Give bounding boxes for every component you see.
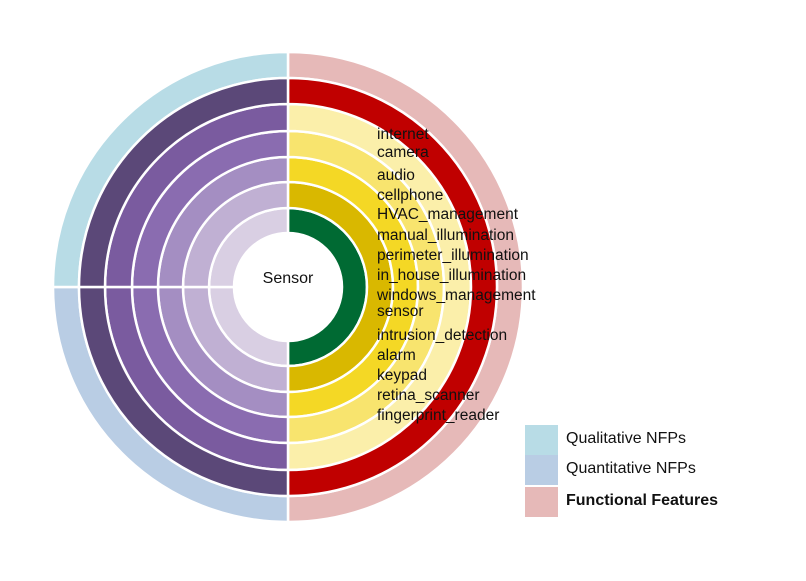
legend-label: Functional Features [566, 492, 719, 509]
feature-label: camera [377, 144, 429, 161]
legend-swatch [525, 487, 558, 517]
feature-label: windows_management [377, 287, 536, 304]
legend-item-qualitative: Qualitative NFPs [525, 425, 785, 455]
legend-swatch [525, 455, 558, 485]
feature-label: fingerprint_reader [377, 407, 500, 424]
legend-item-quantitative: Quantitative NFPs [525, 455, 785, 485]
feature-label: cellphone [377, 187, 444, 204]
legend-label: Quantitative NFPs [566, 460, 696, 477]
feature-label: internet [377, 126, 429, 143]
feature-label: HVAC_management [377, 206, 519, 223]
feature-label: perimeter_illumination [377, 247, 529, 264]
feature-label: manual_illumination [377, 227, 514, 244]
feature-label: retina_scanner [377, 387, 480, 404]
feature-label: alarm [377, 347, 416, 364]
center-circle [235, 234, 341, 340]
feature-label: in_house_illumination [377, 267, 527, 284]
feature-label: sensor [377, 303, 424, 320]
feature-label: keypad [377, 367, 427, 384]
feature-label: audio [377, 167, 415, 184]
legend-swatch [525, 425, 558, 455]
feature-label: intrusion_detection [377, 327, 508, 344]
center-label: Sensor [262, 270, 314, 287]
nfp-ring-6-upper [77, 76, 290, 289]
legend-item-functional: Functional Features [525, 487, 785, 517]
legend-label: Qualitative NFPs [566, 430, 687, 447]
